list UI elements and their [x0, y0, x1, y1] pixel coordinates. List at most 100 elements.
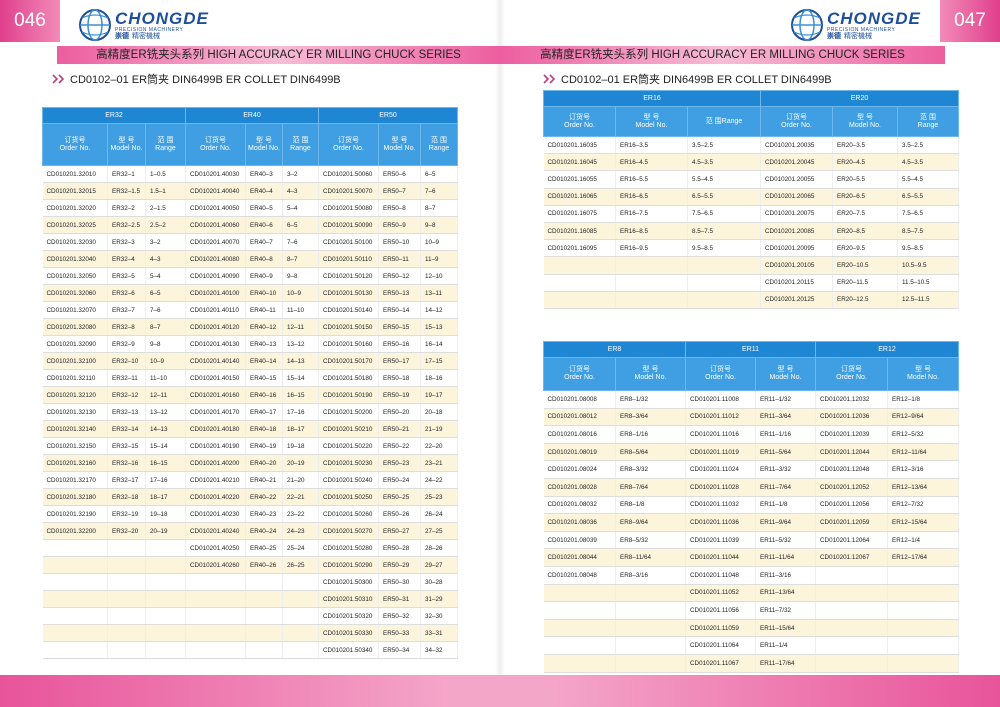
- cell: ER40–18: [245, 420, 283, 438]
- cell: 6–5: [282, 216, 319, 234]
- cell: ER8–3/16: [615, 566, 686, 585]
- data-row: CD010201.32050 ER32–5 5–4 CD010201.40090 ER4…: [42, 267, 458, 285]
- empty-cell: [887, 636, 960, 655]
- cell: ER32–3: [107, 233, 146, 251]
- cell: CD010201.32100: [42, 352, 108, 370]
- empty-cell: [245, 607, 283, 625]
- cell: ER50–9: [378, 216, 421, 234]
- cell: ER8–3/32: [615, 460, 686, 479]
- data-row: CD010201.08036 ER8–9/64 CD010201.11036 ER11…: [543, 513, 960, 532]
- header-line: Range: [917, 121, 939, 129]
- data-row: CD010201.08039 ER8–5/32 CD010201.11039 ER11…: [543, 531, 960, 550]
- logo: CHONGDE PRECISION MACHINERY 崇德 精密機械: [790, 8, 921, 42]
- empty-cell: [245, 573, 283, 591]
- cell: ER20–10.5: [832, 256, 898, 275]
- cell: 20–19: [282, 454, 319, 472]
- cell: ER8–1/8: [615, 496, 686, 515]
- cell: ER50–23: [378, 454, 421, 472]
- cell: CD010201.11019: [685, 443, 756, 462]
- cell: ER16–3.5: [615, 136, 688, 155]
- cell: ER11–5/64: [755, 443, 816, 462]
- cell: ER16–9.5: [615, 239, 688, 258]
- empty-cell: [815, 654, 888, 673]
- empty-cell: [42, 624, 108, 642]
- cell: ER50–33: [378, 624, 421, 642]
- column-header: 订货号 Order No.: [318, 123, 379, 166]
- cell: ER50–8: [378, 199, 421, 217]
- data-row: CD010201.08024 ER8–3/32 CD010201.11024 ER11…: [543, 460, 960, 479]
- empty-cell: [245, 641, 283, 659]
- empty-cell: [185, 624, 246, 642]
- cell: ER50–31: [378, 590, 421, 608]
- cell: ER50–20: [378, 403, 421, 421]
- cell: ER11–13/64: [755, 584, 816, 603]
- cell: CD010201.16035: [543, 136, 616, 155]
- cell: ER32–9: [107, 335, 146, 353]
- cell: ER11–3/16: [755, 566, 816, 585]
- logo-cn-row: 崇德 精密機械: [115, 33, 209, 40]
- empty-cell: [42, 556, 108, 574]
- cell: CD010201.50090: [318, 216, 379, 234]
- cell: CD010201.08024: [543, 460, 616, 479]
- cell: ER40–22: [245, 488, 283, 506]
- cell: CD010201.50240: [318, 471, 379, 489]
- logo-text: CHONGDE PRECISION MACHINERY 崇德 精密機械: [827, 8, 921, 40]
- cell: ER40–3: [245, 165, 283, 183]
- cell: ER12–5/32: [887, 425, 960, 444]
- cell: ER8–7/64: [615, 478, 686, 497]
- cell: 11–10: [145, 369, 186, 387]
- empty-cell: [185, 607, 246, 625]
- cell: CD010201.40080: [185, 250, 246, 268]
- cell: ER50–17: [378, 352, 421, 370]
- cell: 8–7: [282, 250, 319, 268]
- footer-band: [0, 675, 1000, 707]
- cell: 9.5–8.5: [897, 239, 959, 258]
- header-line: 订货号: [841, 366, 862, 373]
- data-row: CD010201.08012 ER8–3/64 CD010201.11012 ER11…: [543, 408, 960, 427]
- cell: 3–2: [145, 233, 186, 251]
- cell: ER11–15/64: [755, 619, 816, 638]
- cell: 7.5–6.5: [897, 205, 959, 223]
- cell: CD010201.08012: [543, 408, 616, 427]
- empty-cell: [687, 274, 761, 292]
- data-row: CD010201.20115 ER20–11.5 11.5–10.5: [543, 274, 959, 292]
- cell: CD010201.11016: [685, 425, 756, 444]
- cell: CD010201.40140: [185, 352, 246, 370]
- cell: ER11–11/64: [755, 548, 816, 567]
- cell: ER50–10: [378, 233, 421, 251]
- logo-cn-sub: 精密機械: [844, 32, 872, 40]
- cell: CD010201.16055: [543, 170, 616, 189]
- cell: ER32–20: [107, 522, 146, 540]
- cell: ER11–1/8: [755, 496, 816, 515]
- cell: CD010201.50270: [318, 522, 379, 540]
- cell: ER50–26: [378, 505, 421, 523]
- data-row: CD010201.11064 ER11–1/4: [543, 636, 960, 655]
- cell: CD010201.12039: [815, 425, 888, 444]
- column-header: 型 号 Model No.: [107, 123, 146, 166]
- cell: 9–8: [420, 216, 458, 234]
- cell: ER8–11/64: [615, 548, 686, 567]
- cell: CD010201.32040: [42, 250, 108, 268]
- spec-table: ER16 ER20 订货号 Order No. 型 号 Model No. 范 围Range…: [543, 90, 959, 309]
- cell: CD010201.40170: [185, 403, 246, 421]
- cell: ER11–3/32: [755, 460, 816, 479]
- cell: ER40–4: [245, 182, 283, 200]
- cell: CD010201.50330: [318, 624, 379, 642]
- logo-tagline: PRECISION MACHINERY: [827, 26, 896, 33]
- cell: ER50–13: [378, 284, 421, 302]
- data-row: CD010201.08008 ER8–1/32 CD010201.11008 ER11…: [543, 390, 960, 409]
- header-line: 范 围: [431, 136, 447, 144]
- header-line: Model No.: [769, 374, 802, 381]
- spec-table: ER8 ER11 ER12 订货号 Order No. 型 号 Model No. 订货号 Or…: [543, 341, 960, 673]
- cell: ER40–13: [245, 335, 283, 353]
- logo-brand: CHONGDE: [827, 8, 921, 28]
- cell: 6.5–5.5: [687, 188, 761, 206]
- cell: 27–25: [420, 522, 458, 540]
- cell: CD010201.11008: [685, 390, 756, 409]
- header-line: Order No.: [836, 374, 867, 381]
- cell: CD010201.11032: [685, 496, 756, 515]
- empty-cell: [145, 641, 186, 659]
- column-header: 订货号 Order No.: [42, 123, 108, 166]
- cell: ER32–4: [107, 250, 146, 268]
